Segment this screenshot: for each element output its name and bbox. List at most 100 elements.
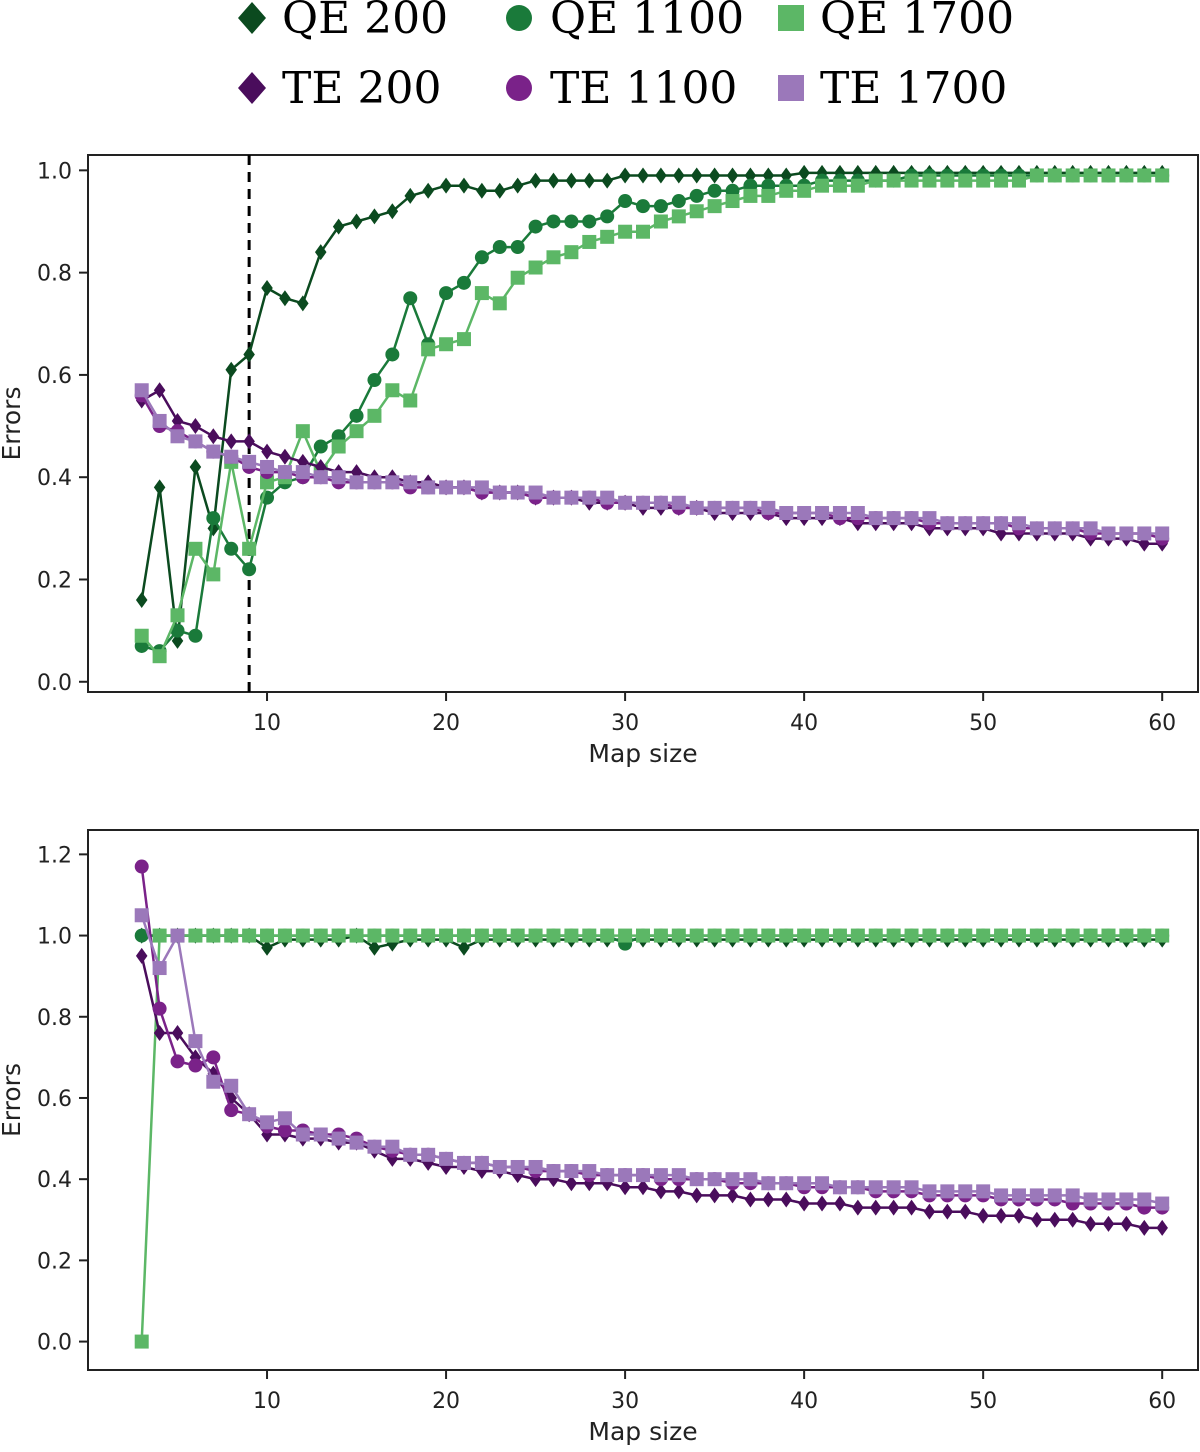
data-point-qe1700 xyxy=(976,928,991,943)
data-point-qe1700 xyxy=(1101,928,1116,943)
data-point-te1700 xyxy=(1101,526,1116,541)
data-point-qe200 xyxy=(458,177,470,194)
data-point-qe1100 xyxy=(188,628,203,643)
data-point-qe1700 xyxy=(725,194,740,209)
x-axis-label: Map size xyxy=(588,739,697,768)
data-point-qe1100 xyxy=(456,275,471,290)
data-point-qe1700 xyxy=(689,928,704,943)
data-point-te1700 xyxy=(868,1180,883,1195)
data-point-qe1700 xyxy=(188,541,203,556)
data-point-qe1100 xyxy=(206,511,221,526)
data-point-qe200 xyxy=(279,290,291,307)
data-point-te1700 xyxy=(922,1184,937,1199)
x-axis-label: Map size xyxy=(588,1417,697,1446)
data-point-te1700 xyxy=(886,511,901,526)
data-point-te200 xyxy=(708,1187,721,1204)
data-point-te1700 xyxy=(582,1164,597,1179)
data-point-qe1700 xyxy=(636,224,650,239)
data-point-te1700 xyxy=(707,1172,722,1187)
data-point-qe1700 xyxy=(474,286,489,301)
data-point-te1700 xyxy=(958,516,973,531)
data-point-qe1700 xyxy=(188,928,203,943)
data-point-te1700 xyxy=(850,1180,865,1195)
data-point-qe1700 xyxy=(1119,928,1134,943)
data-point-te200 xyxy=(261,443,273,460)
data-point-te1700 xyxy=(456,480,471,495)
data-point-te200 xyxy=(1120,1215,1133,1232)
y-tick-label: 0.6 xyxy=(37,364,72,389)
data-point-te1700 xyxy=(277,465,292,480)
data-point-te1700 xyxy=(994,516,1009,531)
data-point-te1700 xyxy=(582,490,597,505)
data-point-qe1700 xyxy=(510,928,525,943)
data-point-te1100 xyxy=(152,1001,167,1016)
data-point-qe1700 xyxy=(367,408,382,423)
data-point-te1700 xyxy=(492,485,507,500)
series-qe1100 xyxy=(134,168,1170,659)
data-point-te1700 xyxy=(367,1139,382,1154)
data-point-qe1700 xyxy=(618,928,633,943)
x-tick-label: 40 xyxy=(790,1389,818,1414)
data-point-qe1700 xyxy=(761,928,776,943)
data-point-te1700 xyxy=(421,480,436,495)
data-point-qe200 xyxy=(135,591,148,608)
data-point-qe200 xyxy=(583,172,596,189)
data-point-qe1700 xyxy=(546,928,561,943)
data-point-qe1700 xyxy=(582,928,597,943)
data-point-qe200 xyxy=(404,187,417,204)
series-line-te1700 xyxy=(140,389,1163,535)
data-point-qe1700 xyxy=(564,928,579,943)
series-line-qe1700 xyxy=(140,174,1163,658)
data-point-qe1700 xyxy=(582,234,597,249)
data-point-qe1700 xyxy=(152,649,167,664)
y-axis-label: Errors xyxy=(0,1063,26,1137)
data-point-qe1100 xyxy=(313,439,328,454)
data-point-qe1700 xyxy=(994,173,1009,188)
series-line-qe200 xyxy=(141,934,1163,949)
data-point-qe1700 xyxy=(403,928,418,943)
data-point-qe1700 xyxy=(528,928,543,943)
data-point-te200 xyxy=(153,1025,166,1042)
data-point-te1700 xyxy=(206,444,221,459)
series-qe200 xyxy=(135,164,1168,649)
data-point-te1700 xyxy=(725,500,740,515)
data-point-qe1700 xyxy=(1047,928,1062,943)
series-qe1700 xyxy=(134,168,1170,664)
data-point-qe1700 xyxy=(456,928,471,943)
data-point-te200 xyxy=(798,1195,810,1212)
data-point-te200 xyxy=(977,1207,989,1224)
data-point-te200 xyxy=(887,1199,900,1216)
data-point-qe1700 xyxy=(832,928,847,943)
data-point-qe1700 xyxy=(260,928,275,943)
data-point-qe1700 xyxy=(295,424,310,439)
series-qe1700 xyxy=(134,928,1170,1349)
data-point-qe1700 xyxy=(1029,928,1044,943)
series-line-te1100 xyxy=(140,394,1163,540)
data-point-qe200 xyxy=(655,167,667,184)
data-point-te1700 xyxy=(636,495,650,510)
data-point-te1700 xyxy=(242,454,257,469)
data-point-te1700 xyxy=(815,1176,830,1191)
data-point-qe1700 xyxy=(331,928,346,943)
y-tick-label: 1.0 xyxy=(37,159,72,184)
data-point-qe200 xyxy=(297,295,309,312)
data-point-qe1100 xyxy=(170,623,185,638)
data-point-qe1100 xyxy=(636,199,650,214)
data-point-te1700 xyxy=(868,511,883,526)
data-point-te200 xyxy=(834,1195,846,1212)
data-point-te1700 xyxy=(421,1147,436,1162)
data-point-qe1700 xyxy=(1083,168,1098,183)
data-point-qe1700 xyxy=(653,214,668,229)
data-point-te200 xyxy=(171,1025,184,1042)
data-point-te1700 xyxy=(170,928,185,943)
data-point-te200 xyxy=(243,433,255,450)
data-point-te1700 xyxy=(439,1151,454,1166)
data-point-te1700 xyxy=(528,1159,543,1174)
data-point-qe1700 xyxy=(976,173,991,188)
data-point-te1700 xyxy=(313,1127,328,1142)
data-point-qe1700 xyxy=(546,250,561,265)
data-point-te1700 xyxy=(1137,526,1152,541)
data-point-qe1700 xyxy=(1029,168,1044,183)
legend-marker-te200 xyxy=(238,72,266,104)
